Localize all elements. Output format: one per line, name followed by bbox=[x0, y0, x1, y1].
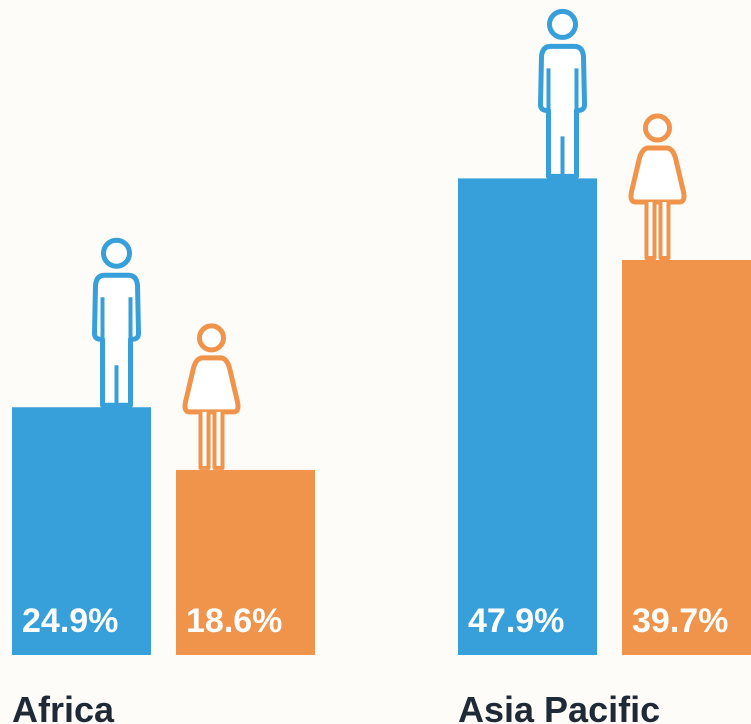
icon-detail bbox=[100, 297, 133, 404]
bar bbox=[458, 178, 597, 655]
icon-head bbox=[101, 237, 132, 269]
woman-icon bbox=[628, 113, 687, 260]
icon-head bbox=[547, 8, 578, 40]
icon-detail bbox=[546, 68, 579, 175]
icon-head bbox=[197, 323, 226, 353]
bar bbox=[622, 259, 751, 655]
bar bbox=[12, 407, 151, 655]
icon-body bbox=[182, 355, 241, 415]
value-label: 18.6% bbox=[186, 602, 282, 640]
category-label: Asia Pacific bbox=[458, 689, 660, 724]
value-label: 39.7% bbox=[632, 602, 728, 640]
man-icon bbox=[92, 237, 141, 408]
category-label: Africa bbox=[12, 689, 115, 724]
value-label: 24.9% bbox=[22, 602, 118, 640]
icon-legs bbox=[644, 201, 671, 260]
icon-head bbox=[643, 113, 672, 143]
icon-legs bbox=[198, 411, 225, 470]
value-label: 47.9% bbox=[468, 602, 564, 640]
icon-body bbox=[92, 272, 141, 408]
bar bbox=[176, 469, 315, 655]
man-icon bbox=[538, 8, 587, 179]
woman-icon bbox=[182, 323, 241, 470]
icon-body bbox=[538, 43, 587, 179]
icon-body bbox=[628, 145, 687, 205]
